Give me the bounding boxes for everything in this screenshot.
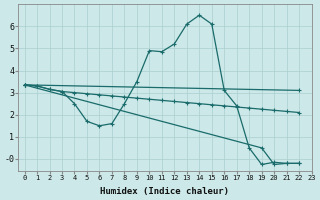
- X-axis label: Humidex (Indice chaleur): Humidex (Indice chaleur): [100, 187, 229, 196]
